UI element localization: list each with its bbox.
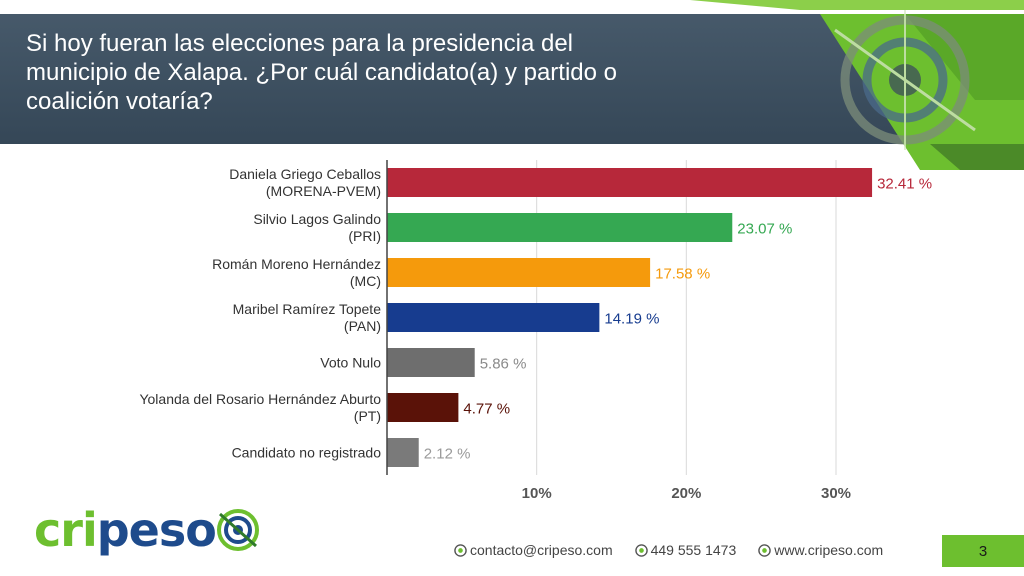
value-label: 17.58 % [655, 266, 710, 283]
category-label: (PT) [354, 408, 381, 424]
category-label: (PAN) [344, 318, 381, 334]
value-label: 23.07 % [737, 221, 792, 238]
category-label: Román Moreno Hernández [212, 256, 381, 272]
x-tick-label: 20% [671, 485, 701, 502]
category-label: Candidato no registrado [232, 445, 382, 461]
bar [387, 303, 600, 332]
phone-icon [634, 543, 648, 557]
bar [387, 438, 419, 467]
category-label: Yolanda del Rosario Hernández Aburto [139, 391, 381, 407]
target-emblem-icon [834, 10, 976, 150]
category-label: Daniela Griego Ceballos [229, 166, 381, 182]
web-icon [758, 543, 772, 557]
category-label: (MC) [350, 273, 381, 289]
logo: cri peso [34, 502, 260, 558]
contact-web[interactable]: www.cripeso.com [758, 542, 883, 558]
slide-title-line-1: Si hoy fueran las elecciones para la pre… [26, 30, 573, 57]
category-label: (PRI) [348, 228, 381, 244]
x-tick-label: 30% [821, 485, 851, 502]
footer-contacts: contacto@cripeso.com 449 555 1473 www.cr… [454, 540, 883, 560]
slide-title-line-2: municipio de Xalapa. ¿Por cuál candidato… [26, 59, 617, 86]
value-label: 32.41 % [877, 176, 932, 193]
x-tick-label: 10% [522, 485, 552, 502]
value-label: 14.19 % [604, 311, 659, 328]
value-label: 5.86 % [480, 356, 527, 373]
bar [387, 348, 475, 377]
contact-email-text: contacto@cripeso.com [470, 542, 613, 558]
logo-text-peso: peso [96, 503, 217, 557]
category-label: Voto Nulo [320, 355, 381, 371]
logo-text-cri: cri [34, 503, 98, 557]
contact-web-text: www.cripeso.com [774, 542, 884, 558]
contact-email[interactable]: contacto@cripeso.com [454, 542, 613, 558]
category-label: Maribel Ramírez Topete [233, 301, 382, 317]
contact-phone-text: 449 555 1473 [650, 542, 737, 558]
bar [387, 393, 459, 422]
page-number: 3 [942, 535, 1024, 567]
contact-phone[interactable]: 449 555 1473 [634, 542, 737, 558]
bar [387, 168, 873, 197]
bar [387, 213, 733, 242]
logo-target-icon [216, 509, 259, 551]
email-icon [454, 543, 467, 557]
value-label: 4.77 % [463, 401, 510, 418]
bar [387, 258, 651, 287]
title-band [0, 14, 1024, 144]
category-label: Silvio Lagos Galindo [253, 211, 381, 227]
slide-title-line-3: coalición votaría? [26, 88, 213, 115]
value-label: 2.12 % [424, 446, 471, 463]
category-label: (MORENA-PVEM) [266, 183, 381, 199]
green-stripe-top [690, 0, 1024, 10]
